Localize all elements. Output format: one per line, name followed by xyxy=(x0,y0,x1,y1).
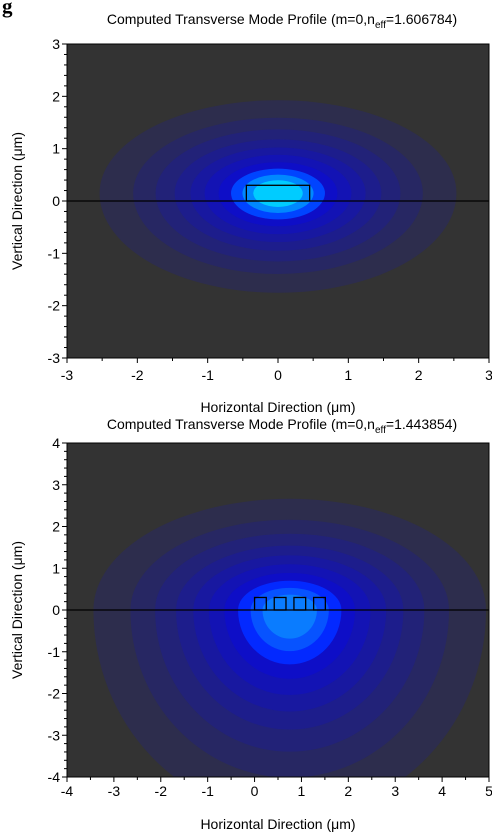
chart-title: Computed Transverse Mode Profile (m=0,ne… xyxy=(107,11,457,31)
y-tick-label: -2 xyxy=(48,686,61,702)
x-tick-label: 1 xyxy=(344,367,352,383)
mode-field xyxy=(93,498,487,777)
y-tick-label: -3 xyxy=(48,350,61,366)
x-tick-label: 5 xyxy=(485,783,492,799)
y-axis-label: Vertical Direction (μm) xyxy=(9,132,25,270)
y-tick-label: 2 xyxy=(52,88,60,104)
x-tick-label: 2 xyxy=(415,367,423,383)
y-tick-label: 2 xyxy=(52,519,60,535)
y-axis-label: Vertical Direction (μm) xyxy=(9,541,25,679)
y-tick-label: 1 xyxy=(52,560,60,576)
y-tick-label: 3 xyxy=(52,477,60,493)
y-tick-label: 0 xyxy=(52,193,60,209)
x-tick-label: -3 xyxy=(61,367,74,383)
y-tick-label: -1 xyxy=(48,644,61,660)
x-tick-label: 4 xyxy=(438,783,446,799)
x-tick-label: 0 xyxy=(251,783,259,799)
x-axis-label: Horizontal Direction (μm) xyxy=(200,816,355,832)
mode-profile-plot-2: -4 -3 -2 -1 0 1 2 3 4 5 4 3 2 1 0 -1 -2 -3 -4 Computed Tran… xyxy=(9,418,492,832)
chart-title: Computed Transverse Mode Profile (m=0,ne… xyxy=(107,418,457,436)
x-tick-label: -3 xyxy=(108,783,121,799)
x-axis-label: Horizontal Direction (μm) xyxy=(200,399,355,415)
x-tick-label: 3 xyxy=(391,783,399,799)
mode-profile-plot-1: -3 -2 -1 0 1 2 3 3 2 1 0 -1 -2 -3 Computed Transverse … xyxy=(9,11,492,415)
y-tick-label: 0 xyxy=(52,602,60,618)
y-tick-label: 4 xyxy=(52,435,60,451)
x-tick-label: -4 xyxy=(61,783,74,799)
y-tick-label: -4 xyxy=(48,769,61,785)
x-tick-label: 3 xyxy=(485,367,492,383)
y-tick-label: 3 xyxy=(52,36,60,52)
x-tick-label: 1 xyxy=(298,783,306,799)
x-tick-label: -2 xyxy=(131,367,144,383)
y-tick-label: -2 xyxy=(48,298,61,314)
y-tick-label: -1 xyxy=(48,245,61,261)
x-tick-label: 0 xyxy=(274,367,282,383)
figure-label: g xyxy=(2,0,13,18)
x-tick-label: -2 xyxy=(155,783,168,799)
x-tick-label: -1 xyxy=(201,367,214,383)
y-tick-label: -3 xyxy=(48,727,61,743)
x-tick-label: 2 xyxy=(344,783,352,799)
mode-contour-band xyxy=(262,594,317,639)
x-tick-label: -1 xyxy=(201,783,214,799)
mode-contour-band xyxy=(253,180,303,207)
y-tick-label: 1 xyxy=(52,141,60,157)
mode-field xyxy=(99,100,457,293)
